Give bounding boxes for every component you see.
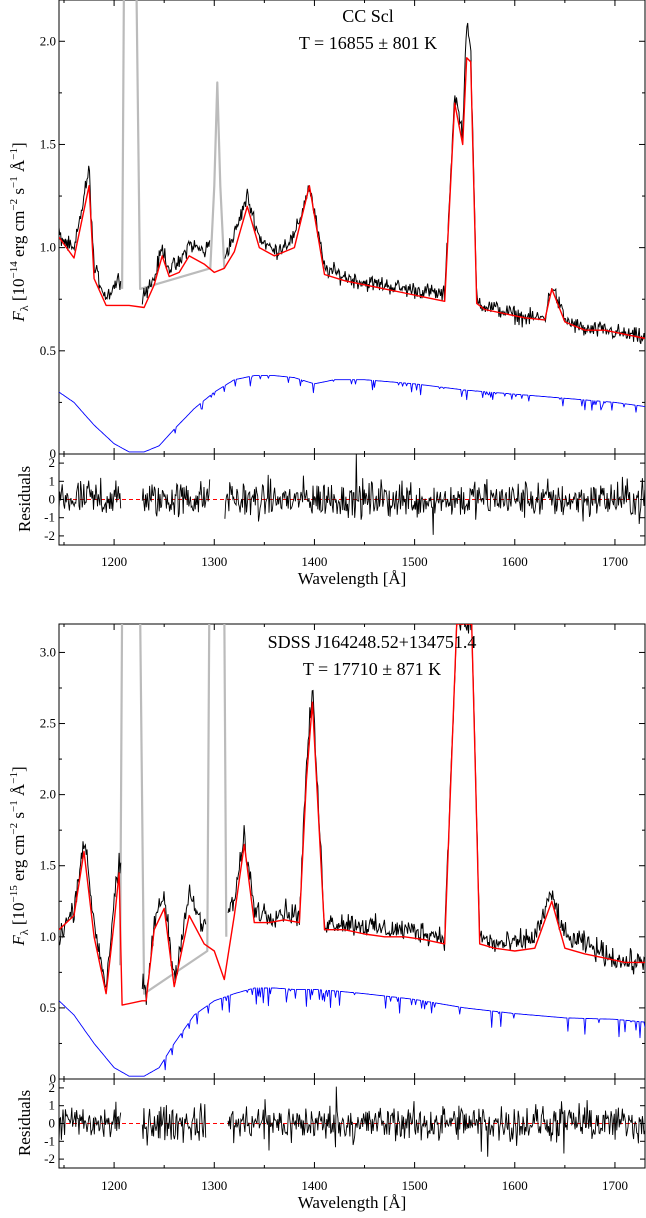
residual-y-tick-label: 0: [49, 492, 56, 507]
ylabel-d: Å: [9, 159, 28, 176]
series-observed-line: [59, 22, 645, 344]
residual-y-tick-label: -1: [44, 1133, 55, 1148]
x-tick-label: 1200: [101, 554, 127, 569]
ylabel-exp2: −2: [8, 199, 20, 211]
x-tick-label: 1600: [502, 1178, 528, 1193]
x-tick-label: 1500: [402, 554, 428, 569]
series-masked-line: [121, 0, 226, 290]
ylabel-e: ]: [9, 142, 28, 148]
y-tick-label: 0: [50, 446, 57, 461]
y-tick-label: 0.5: [40, 343, 56, 358]
x-tick-label: 1200: [101, 1178, 127, 1193]
x-tick-label: 1300: [201, 554, 227, 569]
y-axis-label: Fλ [10−14 erg cm−2 s−1 Å−1]: [8, 142, 31, 322]
residual-y-tick-label: 2: [49, 1080, 56, 1095]
y-tick-label: 2.5: [40, 716, 56, 731]
ylabel-exp4: −1: [8, 772, 20, 784]
ylabel-b: erg cm: [9, 835, 28, 886]
ylabel-sub: λ: [17, 305, 31, 311]
chart-subtitle: T = 17710 ± 871 K: [303, 659, 441, 679]
series-model-line: [59, 57, 645, 340]
ylabel-symbol: F: [9, 935, 28, 947]
panel-cc-scl: 1200 1300 1400 1500 1600 1700 0 0.5 1.0 1.5 2.0 2 1 0…: [8, 0, 646, 588]
ylabel-sub: λ: [17, 929, 31, 935]
residual-y-tick-label: -2: [44, 1151, 55, 1166]
y-tick-label: 1.5: [40, 136, 56, 151]
residual-y-tick-label: 1: [49, 473, 56, 488]
series-layer: [59, 0, 645, 453]
residual-y-tick-label: 2: [49, 455, 56, 470]
y-tick-label: 1.0: [40, 240, 56, 255]
ylabel-a: [10: [9, 278, 28, 305]
x-tick-label: 1400: [301, 554, 327, 569]
ylabel-exp3: −1: [8, 800, 20, 812]
y-axis-label: Fλ [10−15 erg cm−2 s−1 Å−1]: [8, 766, 31, 946]
ylabel-exp1: −14: [8, 261, 20, 279]
y-tick-label: 1.0: [40, 929, 56, 944]
ticks-layer: 1200 1300 1400 1500 1600 1700 0 0.5 1.0 1.5 2.0 2 1 0…: [40, 0, 645, 569]
x-tick-label: 1700: [602, 1178, 628, 1193]
x-tick-label: 1700: [602, 554, 628, 569]
ylabel-exp3: −1: [8, 176, 20, 188]
x-axis-label: Wavelength [Å]: [298, 569, 407, 588]
series-masked-line: [119, 624, 228, 995]
y-tick-label: 1.5: [40, 858, 56, 873]
residual-noise: [59, 454, 645, 535]
ylabel-exp2: −2: [8, 823, 20, 835]
x-axis-label: Wavelength [Å]: [298, 1193, 407, 1212]
ylabel-a: [10: [9, 902, 28, 929]
x-tick-label: 1300: [201, 1178, 227, 1193]
ylabel-c: s: [9, 812, 28, 823]
series-layer: [59, 624, 645, 1077]
residuals-y-label: Residuals: [15, 1090, 34, 1156]
residuals-y-label: Residuals: [15, 466, 34, 532]
main-plot-frame: [58, 623, 646, 1080]
y-tick-label: 3.0: [40, 644, 56, 659]
y-tick-label: 2.0: [40, 787, 56, 802]
residual-y-tick-label: -1: [44, 510, 55, 525]
main-plot-frame: [58, 0, 646, 455]
series-wd-model-line: [59, 375, 645, 453]
series-wd-model-line: [59, 987, 645, 1077]
x-tick-label: 1500: [402, 1178, 428, 1193]
ylabel-c: s: [9, 188, 28, 199]
series-model-line: [59, 624, 645, 1006]
ylabel-exp4: −1: [8, 148, 20, 160]
x-tick-label: 1400: [301, 1178, 327, 1193]
ylabel-exp1: −15: [8, 885, 20, 903]
y-tick-label: 0.5: [40, 1000, 56, 1015]
residual-y-tick-label: 0: [49, 1116, 56, 1131]
chart-subtitle: T = 16855 ± 801 K: [299, 33, 437, 53]
ylabel-b: erg cm: [9, 211, 28, 262]
y-tick-label: 0: [50, 1071, 57, 1086]
residual-trace: [59, 1086, 645, 1157]
chart-title: SDSS J164248.52+134751.4: [268, 632, 477, 652]
residual-trace: [59, 454, 645, 535]
ylabel-e: ]: [9, 766, 28, 772]
residual-noise: [59, 1086, 645, 1157]
x-tick-label: 1600: [502, 554, 528, 569]
y-tick-label: 2.0: [40, 33, 56, 48]
ylabel-d: Å: [9, 783, 28, 800]
panel-sdss-j164248: 1200 1300 1400 1500 1600 1700 0 0.5 1.0 1.5 2.0 2.5…: [8, 623, 646, 1212]
residual-y-tick-label: 1: [49, 1098, 56, 1113]
ylabel-symbol: F: [9, 311, 28, 323]
ticks-layer: 1200 1300 1400 1500 1600 1700 0 0.5 1.0 1.5 2.0 2.5…: [40, 624, 645, 1193]
chart-title: CC Scl: [342, 6, 394, 26]
residual-y-tick-label: -2: [44, 528, 55, 543]
